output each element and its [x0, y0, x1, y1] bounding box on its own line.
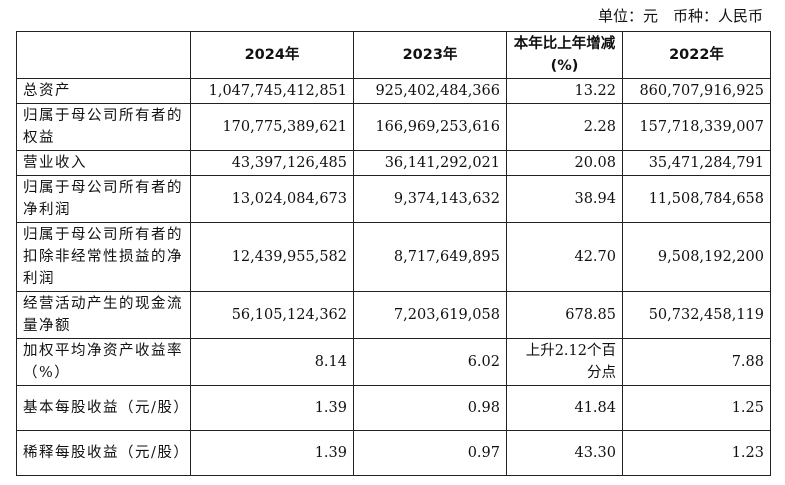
table-row: 归属于母公司所有者的权益 170,775,389,621 166,969,253,6…: [16, 103, 771, 151]
cell: 925,402,484,366: [353, 78, 507, 104]
table-row: 归属于母公司所有者的扣除非经常性损益的净利润 12,439,955,582 8,71…: [16, 222, 771, 292]
cell: 0.98: [353, 385, 507, 431]
header-cell: [16, 31, 191, 79]
cell: 43,397,126,485: [190, 150, 354, 176]
table-row: 营业收入 43,397,126,485 36,141,292,021 20.08 35,…: [16, 150, 771, 176]
cell: 上升2.12个百分点: [506, 338, 623, 386]
cell: 8,717,649,895: [353, 222, 507, 292]
cell: 7,203,619,058: [353, 291, 507, 339]
cell: 1.39: [190, 430, 354, 476]
cell: 1,047,745,412,851: [190, 78, 354, 104]
column-header: 本年比上年增减(%): [506, 31, 623, 79]
table-row: 基本每股收益（元/股） 1.39 0.98 41.84 1.25: [16, 385, 771, 431]
cell: 157,718,339,007: [622, 103, 771, 151]
cell: 12,439,955,582: [190, 222, 354, 292]
cell: 13.22: [506, 78, 623, 104]
table-row: 总资产 1,047,745,412,851 925,402,484,366 13.22…: [16, 78, 771, 104]
column-header: 2024年: [190, 31, 354, 79]
row-label: 归属于母公司所有者的净利润: [16, 175, 191, 223]
cell: 1.39: [190, 385, 354, 431]
row-label: 归属于母公司所有者的权益: [16, 103, 191, 151]
cell: 43.30: [506, 430, 623, 476]
cell: 41.84: [506, 385, 623, 431]
table-row: 归属于母公司所有者的净利润 13,024,084,673 9,374,143,632…: [16, 175, 771, 223]
cell: 0.97: [353, 430, 507, 476]
cell: 170,775,389,621: [190, 103, 354, 151]
row-label: 经营活动产生的现金流量净额: [16, 291, 191, 339]
cell: 36,141,292,021: [353, 150, 507, 176]
cell: 38.94: [506, 175, 623, 223]
unit-note: 单位：元 币种：人民币: [597, 7, 763, 25]
row-label: 基本每股收益（元/股）: [16, 385, 191, 431]
table-body: 总资产 1,047,745,412,851 925,402,484,366 13.22…: [16, 78, 771, 476]
cell: 9,374,143,632: [353, 175, 507, 223]
table-row: 加权平均净资产收益率（%） 8.14 6.02 上升2.12个百分点 7.88: [16, 338, 771, 386]
column-header: 2023年: [353, 31, 507, 79]
cell: 6.02: [353, 338, 507, 386]
row-label: 总资产: [16, 78, 191, 104]
cell: 166,969,253,616: [353, 103, 507, 151]
cell: 13,024,084,673: [190, 175, 354, 223]
cell: 56,105,124,362: [190, 291, 354, 339]
financial-table: 2024年 2023年 本年比上年增减(%) 2022年 总资产 1,047,745,4…: [16, 31, 771, 476]
cell: 1.23: [622, 430, 771, 476]
cell: 11,508,784,658: [622, 175, 771, 223]
row-label: 加权平均净资产收益率（%）: [16, 338, 191, 386]
row-label: 归属于母公司所有者的扣除非经常性损益的净利润: [16, 222, 191, 292]
cell: 8.14: [190, 338, 354, 386]
cell: 20.08: [506, 150, 623, 176]
cell: 35,471,284,791: [622, 150, 771, 176]
cell: 9,508,192,200: [622, 222, 771, 292]
header-row: 2024年 2023年 本年比上年增减(%) 2022年: [16, 31, 771, 79]
cell: 860,707,916,925: [622, 78, 771, 104]
cell: 1.25: [622, 385, 771, 431]
cell: 50,732,458,119: [622, 291, 771, 339]
row-label: 营业收入: [16, 150, 191, 176]
row-label: 稀释每股收益（元/股）: [16, 430, 191, 476]
cell: 42.70: [506, 222, 623, 292]
column-header: 2022年: [622, 31, 771, 79]
table-row: 稀释每股收益（元/股） 1.39 0.97 43.30 1.23: [16, 430, 771, 476]
table-row: 经营活动产生的现金流量净额 56,105,124,362 7,203,619,058…: [16, 291, 771, 339]
cell: 2.28: [506, 103, 623, 151]
cell: 678.85: [506, 291, 623, 339]
cell: 7.88: [622, 338, 771, 386]
